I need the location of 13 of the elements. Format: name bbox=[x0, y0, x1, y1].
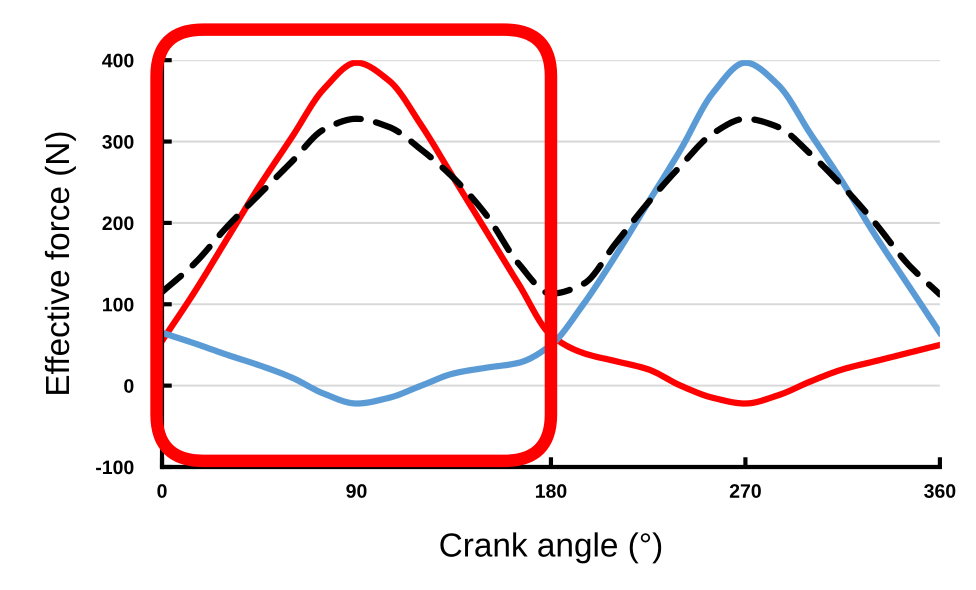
y-tick-label: 200 bbox=[102, 216, 134, 230]
y-tick-label: 400 bbox=[102, 54, 134, 68]
x-tick-label: 90 bbox=[346, 484, 366, 498]
y-tick-label: 300 bbox=[102, 135, 134, 149]
x-tick-label: 0 bbox=[157, 484, 167, 498]
x-axis-title: Crank angle (°) bbox=[440, 532, 662, 564]
x-tick-label: 270 bbox=[730, 484, 761, 498]
y-tick-label: 100 bbox=[103, 298, 134, 312]
x-tick-label: 360 bbox=[924, 484, 956, 498]
x-tick-label: 180 bbox=[536, 484, 566, 498]
y-tick-label: 0 bbox=[124, 379, 134, 393]
y-tick-label: -100 bbox=[96, 460, 134, 474]
y-axis-title: Effective force (N) bbox=[44, 132, 76, 394]
